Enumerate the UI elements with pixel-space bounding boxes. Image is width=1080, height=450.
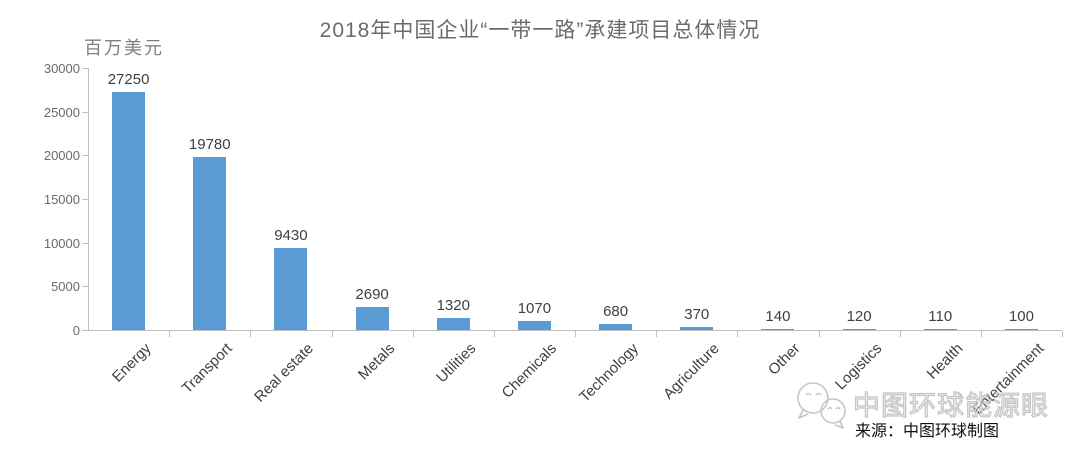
x-cat-label: Other bbox=[765, 340, 804, 379]
y-tick-mark bbox=[82, 68, 88, 69]
x-tick-mark bbox=[899, 331, 901, 337]
x-cat-label: Chemicals bbox=[498, 340, 561, 402]
y-tick-mark bbox=[82, 111, 88, 113]
y-tick-label: 5000 bbox=[51, 279, 80, 295]
x-tick-mark bbox=[818, 331, 820, 337]
x-cat-label: Utilities bbox=[433, 340, 480, 387]
bar bbox=[274, 247, 308, 330]
watermark-text: 中图环球能源眼 bbox=[852, 390, 1049, 421]
x-tick-mark bbox=[493, 331, 495, 337]
bar-value-label: 1320 bbox=[436, 297, 470, 315]
y-tick-mark bbox=[82, 286, 88, 288]
x-cat-label: Real estate bbox=[251, 340, 317, 406]
bar-value-label: 9430 bbox=[274, 226, 308, 244]
y-axis-line bbox=[88, 68, 89, 330]
bar-value-label: 100 bbox=[1008, 308, 1034, 325]
x-cat-label: Energy bbox=[108, 340, 155, 386]
bar-value-label: 140 bbox=[765, 307, 791, 325]
y-tick-label: 30000 bbox=[43, 61, 80, 76]
x-tick-mark bbox=[575, 331, 576, 337]
bar bbox=[842, 328, 876, 330]
y-tick-label: 25000 bbox=[43, 104, 80, 120]
bar bbox=[680, 326, 714, 330]
y-tick-mark bbox=[82, 242, 88, 244]
y-axis-unit-label: 百万美元 bbox=[84, 38, 164, 58]
x-tick-mark bbox=[250, 331, 252, 337]
x-cat-label: Health bbox=[923, 340, 967, 383]
bar bbox=[923, 329, 957, 330]
y-tick-label: 20000 bbox=[43, 148, 80, 164]
x-tick-mark bbox=[412, 331, 414, 337]
x-cat-label: Technology bbox=[575, 340, 642, 406]
y-tick-mark bbox=[82, 155, 88, 157]
bar-value-label: 120 bbox=[846, 307, 872, 325]
bar-value-label: 110 bbox=[928, 308, 953, 325]
x-cat-label: Transport bbox=[178, 340, 236, 398]
x-cat-label: Metals bbox=[354, 340, 399, 384]
bar bbox=[193, 157, 227, 330]
y-tick-label: 15000 bbox=[43, 192, 80, 207]
y-tick-label: 10000 bbox=[43, 235, 80, 251]
bar bbox=[517, 320, 551, 330]
source-label: 来源：中图环球制图 bbox=[855, 423, 1000, 440]
bar-value-label: 680 bbox=[603, 303, 629, 321]
bar bbox=[599, 324, 633, 330]
x-tick-mark bbox=[737, 331, 739, 337]
bar bbox=[436, 318, 470, 330]
x-tick-mark bbox=[656, 331, 658, 337]
x-tick-mark bbox=[1062, 331, 1063, 337]
bar-value-label: 19780 bbox=[188, 136, 231, 154]
bar-value-label: 27250 bbox=[107, 71, 150, 89]
bar bbox=[1004, 329, 1038, 330]
bar bbox=[112, 92, 146, 330]
watermark: 中图环球能源眼 bbox=[793, 378, 1073, 440]
bar bbox=[355, 306, 389, 330]
y-tick-mark bbox=[82, 199, 88, 200]
wechat-bubbles-icon bbox=[797, 382, 846, 429]
x-tick-mark bbox=[980, 331, 982, 337]
x-tick-mark bbox=[331, 331, 333, 337]
chart-title: 2018年中国企业“一带一路”承建项目总体情况 bbox=[319, 19, 761, 42]
x-tick-mark bbox=[169, 331, 171, 337]
y-tick-label: 0 bbox=[72, 323, 80, 338]
x-axis-line bbox=[88, 330, 1062, 331]
bar-value-label: 2690 bbox=[355, 285, 389, 303]
bar-value-label: 1070 bbox=[517, 299, 552, 317]
y-tick-mark bbox=[82, 330, 88, 331]
bar bbox=[761, 328, 795, 330]
bar-value-label: 370 bbox=[684, 305, 710, 323]
x-cat-label: Agriculture bbox=[660, 340, 723, 403]
